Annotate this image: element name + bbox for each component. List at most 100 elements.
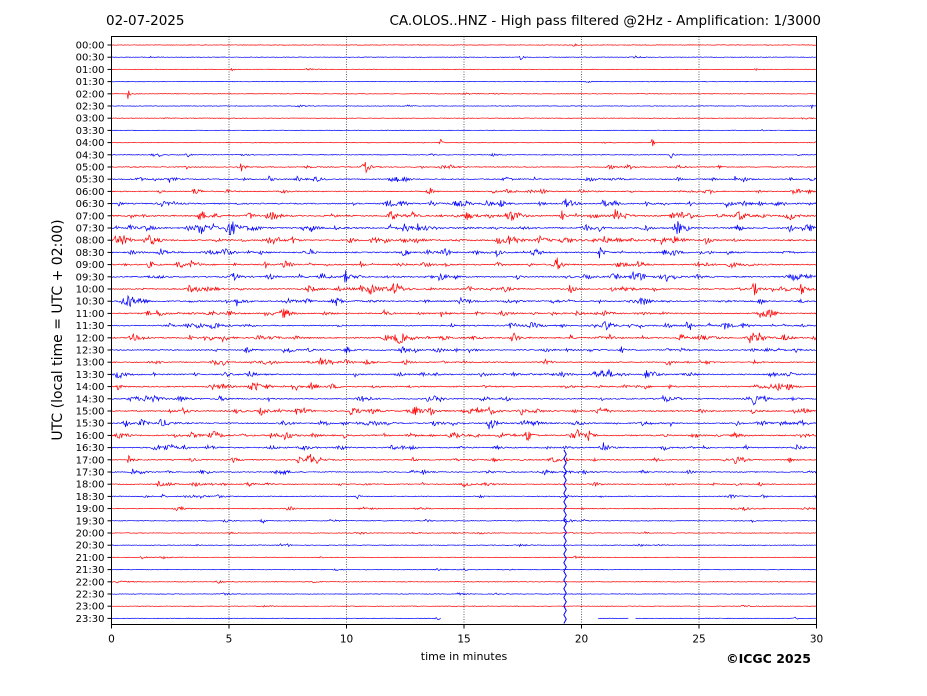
- trace-19:30: [111, 518, 817, 524]
- trace-01:00: [111, 67, 817, 72]
- x-tick-label-5: 5: [226, 634, 233, 646]
- trace-19:00: [111, 505, 817, 512]
- trace-03:00: [111, 117, 817, 120]
- y-tick-label-20:00: 20:00: [76, 529, 105, 540]
- x-tick-label-10: 10: [340, 634, 353, 646]
- trace-03:30: [111, 129, 817, 132]
- y-tick-label-09:00: 09:00: [76, 260, 105, 271]
- y-tick-label-14:00: 14:00: [76, 382, 105, 393]
- y-tick-label-06:00: 06:00: [76, 187, 105, 198]
- y-tick-label-02:30: 02:30: [76, 102, 105, 113]
- trace-02:30: [111, 104, 817, 110]
- y-axis-label: UTC (local time = UTC + 02:00): [50, 219, 66, 440]
- y-tick-label-12:00: 12:00: [76, 333, 105, 344]
- y-tick-label-20:30: 20:30: [76, 541, 105, 552]
- y-tick-label-02:00: 02:00: [76, 89, 105, 100]
- y-tick-label-05:30: 05:30: [76, 175, 105, 186]
- trace-13:00: [111, 357, 817, 367]
- y-tick-label-17:30: 17:30: [76, 468, 105, 479]
- y-tick-label-07:00: 07:00: [76, 211, 105, 222]
- x-tick-label-0: 0: [108, 634, 115, 646]
- y-tick-label-03:30: 03:30: [76, 126, 105, 137]
- trace-06:00: [111, 187, 817, 196]
- copyright-label: ©ICGC 2025: [726, 651, 811, 666]
- trace-14:00: [111, 381, 817, 392]
- trace-16:00: [111, 428, 817, 441]
- trace-23:30-seg1: [597, 617, 629, 620]
- trace-23:00: [111, 604, 817, 608]
- trace-21:00: [111, 555, 817, 560]
- y-tick-label-15:00: 15:00: [76, 407, 105, 418]
- trace-12:30: [111, 345, 817, 354]
- y-tick-label-16:30: 16:30: [76, 443, 105, 454]
- trace-11:30: [111, 320, 817, 331]
- x-axis-label: time in minutes: [421, 650, 508, 663]
- y-tick-label-23:00: 23:00: [76, 602, 105, 613]
- seismic-traces: [111, 43, 817, 624]
- trace-04:30: [111, 152, 817, 159]
- trace-20:00: [111, 531, 817, 535]
- trace-17:30: [111, 468, 817, 476]
- y-tick-label-14:30: 14:30: [76, 394, 105, 405]
- y-tick-label-17:00: 17:00: [76, 455, 105, 466]
- y-tick-label-04:00: 04:00: [76, 138, 105, 149]
- y-tick-label-11:00: 11:00: [76, 309, 105, 320]
- trace-14:30: [111, 394, 817, 406]
- trace-10:00: [111, 282, 817, 296]
- trace-18:30: [111, 493, 817, 500]
- trace-09:30: [111, 270, 817, 283]
- trace-23:30-seg0: [111, 617, 441, 621]
- y-tick-label-12:30: 12:30: [76, 346, 105, 357]
- date-label: 02-07-2025: [106, 13, 184, 29]
- trace-12:00: [111, 332, 817, 344]
- trace-09:00: [111, 257, 817, 270]
- trace-07:30: [111, 221, 817, 236]
- x-tick-label-25: 25: [692, 634, 705, 646]
- trace-00:00: [111, 43, 817, 47]
- y-tick-label-07:30: 07:30: [76, 224, 105, 235]
- y-tick-label-09:30: 09:30: [76, 272, 105, 283]
- y-tick-label-18:30: 18:30: [76, 492, 105, 503]
- y-tick-label-00:00: 00:00: [76, 41, 105, 52]
- chart-title: CA.OLOS..HNZ - High pass filtered @2Hz -…: [389, 13, 821, 29]
- trace-06:30: [111, 198, 817, 209]
- y-tick-label-01:00: 01:00: [76, 65, 105, 76]
- trace-02:00: [111, 90, 817, 99]
- y-tick-label-01:30: 01:30: [76, 77, 105, 88]
- y-tick-label-10:00: 10:00: [76, 285, 105, 296]
- y-tick-label-04:30: 04:30: [76, 150, 105, 161]
- x-axis-ticks: 0 5 10 15 20 25 30: [108, 624, 823, 646]
- y-tick-label-13:30: 13:30: [76, 370, 105, 381]
- x-tick-label-30: 30: [810, 634, 823, 646]
- y-tick-label-19:30: 19:30: [76, 516, 105, 527]
- transient-spike: [563, 449, 567, 624]
- vertical-gridlines: [228, 36, 700, 625]
- y-tick-label-08:00: 08:00: [76, 236, 105, 247]
- y-tick-label-22:30: 22:30: [76, 590, 105, 601]
- y-tick-label-03:00: 03:00: [76, 114, 105, 125]
- trace-11:00: [111, 308, 817, 319]
- y-tick-label-10:30: 10:30: [76, 297, 105, 308]
- y-tick-label-18:00: 18:00: [76, 480, 105, 491]
- trace-05:30: [111, 175, 817, 183]
- x-tick-label-15: 15: [457, 634, 470, 646]
- y-tick-label-16:00: 16:00: [76, 431, 105, 442]
- trace-13:30: [111, 369, 817, 380]
- trace-04:00: [111, 139, 817, 147]
- y-tick-label-23:30: 23:30: [76, 614, 105, 625]
- trace-23:30-seg2: [635, 616, 817, 620]
- y-tick-label-00:30: 00:30: [76, 53, 105, 64]
- y-tick-label-13:00: 13:00: [76, 358, 105, 369]
- trace-00:30: [111, 55, 817, 60]
- y-tick-label-19:00: 19:00: [76, 504, 105, 515]
- trace-16:30: [111, 442, 817, 452]
- y-tick-label-21:00: 21:00: [76, 553, 105, 564]
- x-tick-label-20: 20: [575, 634, 588, 646]
- y-tick-label-22:00: 22:00: [76, 577, 105, 588]
- y-tick-label-08:30: 08:30: [76, 248, 105, 259]
- trace-22:00: [111, 579, 817, 584]
- trace-15:30: [111, 418, 817, 430]
- trace-18:00: [111, 480, 817, 488]
- trace-08:00: [111, 234, 817, 246]
